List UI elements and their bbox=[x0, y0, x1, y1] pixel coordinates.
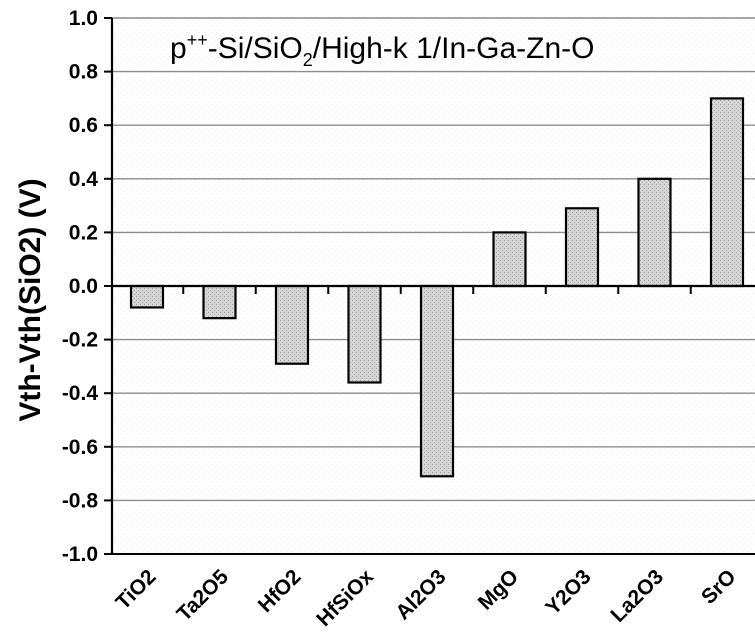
y-tick-label: 0.2 bbox=[69, 221, 98, 244]
bar-tio2 bbox=[129, 284, 165, 309]
y-tick-label: -0.4 bbox=[62, 382, 99, 405]
x-category-label: MgO bbox=[474, 565, 523, 614]
bars bbox=[129, 97, 745, 478]
y-tick-label: 1.0 bbox=[69, 7, 98, 30]
bar-sro bbox=[709, 97, 745, 288]
x-category-label: TiO2 bbox=[112, 565, 161, 614]
y-tick-label: -0.8 bbox=[62, 489, 99, 512]
y-tick-label: 0.6 bbox=[69, 114, 98, 137]
axes bbox=[104, 17, 755, 555]
x-category-label: Y2O3 bbox=[541, 565, 595, 619]
y-axis-label: Vth-Vth(SiO2) (V) bbox=[14, 178, 47, 421]
title-p: p bbox=[170, 32, 187, 65]
x-category-label: HfSiOx bbox=[312, 565, 378, 631]
x-category-label: Al2O3 bbox=[391, 565, 450, 624]
title-part-b: /High-k 1/In-Ga-Zn-O bbox=[313, 32, 595, 65]
title-superscript: ++ bbox=[187, 30, 208, 50]
bar-la2o3 bbox=[637, 177, 672, 288]
bar-ta2o5 bbox=[202, 284, 237, 320]
x-category-labels: TiO2 Ta2O5 HfO2 HfSiOx Al2O3 MgO Y2O3 La2O3 SrO bbox=[112, 565, 741, 631]
bar-al2o3 bbox=[419, 284, 455, 478]
y-tick-label: 0.4 bbox=[69, 168, 99, 191]
y-tick-labels: 1.0 0.8 0.6 0.4 0.2 0.0 -0.2 -0.4 -0.6 -0.8 -1.0 bbox=[62, 7, 99, 566]
title-part-a: -Si/SiO bbox=[208, 32, 303, 65]
bar-hfsiox bbox=[347, 284, 382, 384]
y-tick-label: 0.0 bbox=[69, 275, 98, 298]
bar-mgo bbox=[492, 231, 527, 288]
chart-title: p++-Si/SiO2/High-k 1/In-Ga-Zn-O bbox=[170, 30, 594, 70]
bar-y2o3 bbox=[564, 207, 600, 288]
y-tick-label: -0.6 bbox=[62, 436, 98, 459]
y-tick-label: -0.2 bbox=[62, 329, 98, 352]
bar-hfo2 bbox=[274, 284, 310, 365]
x-category-label: SrO bbox=[697, 565, 740, 608]
title-subscript: 2 bbox=[303, 50, 313, 70]
x-category-label: La2O3 bbox=[606, 565, 668, 627]
x-category-label: Ta2O5 bbox=[172, 565, 233, 626]
x-category-label: HfO2 bbox=[254, 565, 306, 617]
y-tick-label: 0.8 bbox=[69, 61, 99, 84]
y-tick-label: -1.0 bbox=[62, 543, 98, 566]
